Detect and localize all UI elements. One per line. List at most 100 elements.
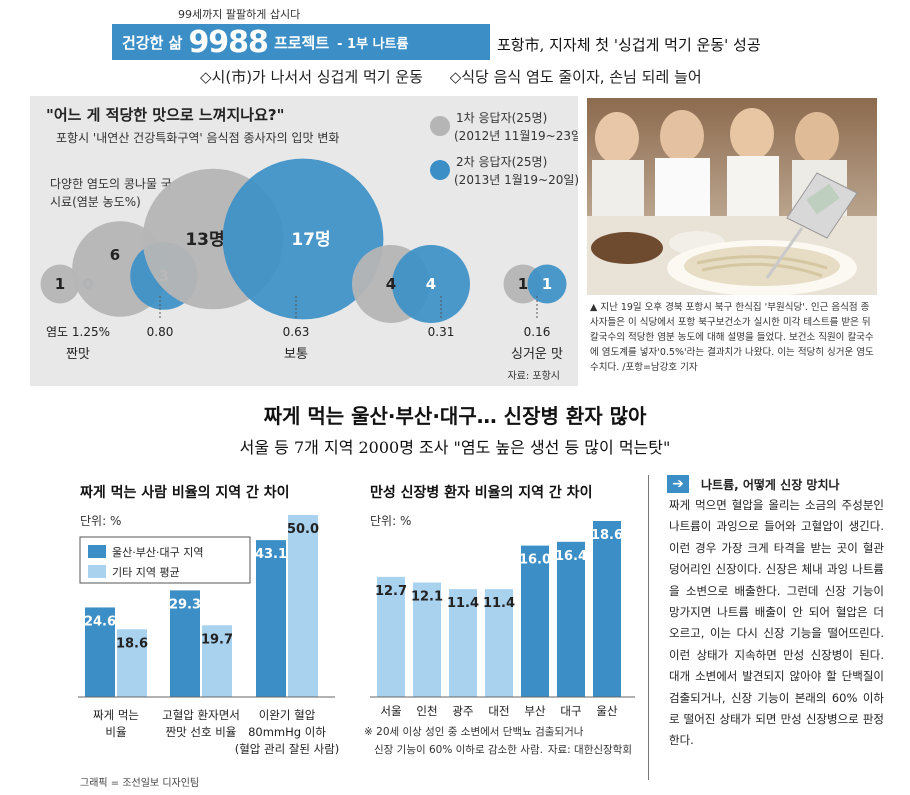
- bar2-value-4: 16.0: [519, 553, 551, 568]
- bar2-bar-6: [593, 521, 621, 697]
- graphic-credit: 그래픽 = 조선일보 디자인팀: [80, 778, 200, 789]
- bar1-title: 짜게 먹는 사람 비율의 지역 간 차이: [80, 484, 290, 501]
- subhead-1: ◇시(市)가 나서서 싱겁게 먹기 운동: [200, 68, 423, 86]
- header-slogan: 99세까지 팔팔하게 삽시다: [178, 8, 301, 21]
- bar2-bar-1: [413, 582, 441, 697]
- bubble-first-label-1: 6: [110, 246, 120, 264]
- bar2-unit: 단위: %: [370, 514, 411, 528]
- legend-swatch-2: [430, 160, 450, 180]
- series-banner: 건강한 삶 9988 프로젝트 - 1부 나트륨: [112, 24, 490, 60]
- section-subtitle: 서울 등 7개 지역 2000명 조사 "염도 높은 생선 등 많이 먹는탓": [239, 438, 671, 457]
- bar1-unit: 단위: %: [80, 514, 121, 528]
- bar1-value-0-1: 18.6: [116, 636, 148, 651]
- bar1-value-2-1: 50.0: [287, 522, 319, 537]
- bar1-category-1-0: 고혈압 환자면서: [162, 708, 240, 722]
- bar2-category-6: 울산: [596, 704, 618, 718]
- bar1-category-2-0: 이완기 혈압: [259, 708, 316, 722]
- bar1-legend-label-0: 울산·부산·대구 지역: [112, 546, 203, 559]
- bubble-second-4: [527, 264, 567, 304]
- bar1-value-1-1: 19.7: [201, 632, 233, 647]
- bar2-bar-5: [557, 541, 585, 697]
- bar1-legend-box: [79, 536, 251, 584]
- bar2-bar-0: [377, 576, 405, 697]
- bar1-legend-swatch-0: [88, 545, 106, 558]
- arrow-right-icon: ➔: [667, 475, 689, 493]
- article-subheads: ◇시(市)가 나서서 싱겁게 먹기 운동 ◇식당 음식 염도 줄이자, 손님 되…: [200, 66, 724, 87]
- legend-swatch-1: [430, 116, 450, 136]
- bubble-first-label-2: 13명: [185, 230, 224, 250]
- bubble-word-salty: 짠맛: [66, 347, 90, 362]
- bubble-chart-panel: "어느 게 적당한 맛으로 느껴지나요?" 포항시 '내연산 건강특화구역' 음식…: [30, 96, 587, 386]
- subhead-2: ◇식당 음식 염도 줄이자, 손님 되레 늘어: [449, 68, 702, 86]
- bubble-chart: "어느 게 적당한 맛으로 느껴지나요?" 포항시 '내연산 건강특화구역' 음식…: [40, 106, 587, 382]
- bar2-bar-3: [485, 589, 513, 697]
- bar2-value-3: 11.4: [483, 596, 515, 611]
- section-title: 짜게 먹는 울산·부산·대구… 신장병 환자 많아: [263, 404, 647, 428]
- bubble-first-label-4: 1: [518, 275, 528, 293]
- bar2-note-2: 신장 기능이 60% 이하로 감소한 사람.: [374, 743, 543, 756]
- bubble-chart-ylabel-2: 시료(염분 농도%): [50, 195, 141, 209]
- sidebar-body: 짜게 먹으면 혈압을 올리는 소금의 주성분인 나트륨이 과잉으로 들어와 고혈…: [669, 498, 884, 748]
- bar2-value-6: 18.6: [591, 528, 623, 543]
- bubble-second-label-2: 17명: [291, 230, 330, 250]
- legend-label-1: 1차 응답자(25명): [456, 111, 547, 125]
- bar1-category-0-0: 짜게 먹는: [93, 708, 139, 722]
- bar2-category-1: 인천: [416, 704, 437, 718]
- bar2-category-3: 대전: [488, 704, 509, 718]
- bar1-bar-0-0: [85, 607, 115, 697]
- bubble-first-label-3: 4: [386, 275, 396, 293]
- legend-period-2: (2013년 1월19~20일): [454, 173, 578, 187]
- bar1-category-1-1: 짠맛 선호 비율: [166, 725, 237, 739]
- bar2-note-1: ※ 20세 이상 성인 중 소변에서 단백뇨 검출되거나: [364, 726, 584, 738]
- bubble-second-label-3: 4: [426, 275, 436, 293]
- banner-suffix: 프로젝트: [273, 33, 330, 52]
- bubble-chart-title: "어느 게 적당한 맛으로 느껴지나요?": [46, 106, 284, 124]
- banner-prefix: 건강한 삶: [122, 33, 183, 52]
- bubble-word-normal: 보통: [284, 347, 308, 362]
- bubble-second-label-4: 1: [542, 275, 552, 293]
- restaurant-photo: [587, 98, 877, 295]
- bar2-title: 만성 신장병 환자 비율의 지역 간 차이: [370, 484, 592, 501]
- bar2-category-0: 서울: [380, 704, 401, 718]
- legend-period-1: (2012년 11월19~23일): [454, 129, 578, 143]
- bubble-second-2: [222, 158, 384, 320]
- bubble-source: 자료: 포항시: [507, 370, 560, 382]
- bar2-category-2: 광주: [452, 704, 473, 718]
- bubble-first-0: [40, 264, 80, 304]
- bar2-category-5: 대구: [560, 704, 581, 718]
- article-headline: 포항市, 지자체 첫 '싱겁게 먹기 운동' 성공: [497, 36, 761, 54]
- bubble-second-3: [392, 245, 470, 323]
- bubble-first-label-0: 1: [55, 275, 65, 293]
- legend-label-2: 2차 응답자(25명): [456, 155, 547, 169]
- sidebar-box: ➔ 나트륨, 어떻게 신장 망치나 짜게 먹으면 혈압을 올리는 소금의 주성분…: [648, 475, 884, 780]
- bar2-category-4: 부산: [524, 704, 546, 718]
- bar2-value-0: 12.7: [375, 584, 407, 599]
- bar1-category-2-1: 80mmHg 이하: [248, 725, 326, 739]
- bubble-chart-subtitle: 포항시 '내연산 건강특화구역' 음식점 종사자의 입맛 변화: [56, 131, 339, 145]
- banner-part: - 1부 나트륨: [337, 36, 409, 52]
- bar1-category-2-2: (혈압 관리 잘된 사람): [235, 742, 340, 756]
- bar1-bar-1-0: [170, 590, 200, 697]
- bubble-word-bland: 싱거운 맛: [511, 347, 563, 362]
- bubble-chart-ylabel-1: 다양한 염도의 콩나물 국: [50, 177, 172, 191]
- bar2-source: 자료: 대한신장학회: [548, 744, 632, 756]
- bubble-category-2: 0.63: [283, 325, 310, 339]
- sidebar-title: 나트륨, 어떻게 신장 망치나: [701, 477, 840, 492]
- bubble-category-3: 0.31: [428, 325, 455, 339]
- bar1-legend-label-1: 기타 지역 평균: [112, 566, 180, 579]
- bar2-value-1: 12.1: [411, 590, 443, 605]
- photo-caption: ▲ 지난 19일 오후 경북 포항시 북구 한식집 '부원식당'. 인근 음식점…: [590, 302, 874, 373]
- bar1-value-2-0: 43.1: [255, 547, 287, 562]
- bar1-category-0-1: 비율: [105, 725, 126, 739]
- bar1-value-1-0: 29.3: [169, 597, 201, 612]
- bar1-bar-2-0: [256, 540, 286, 697]
- bar2-bar-4: [521, 545, 549, 697]
- bar1-bar-1-1: [202, 625, 232, 697]
- bar1-bar-2-1: [288, 515, 318, 697]
- bar2-bar-2: [449, 589, 477, 697]
- banner-number: 9988: [188, 24, 268, 60]
- bubble-category-4: 0.16: [524, 325, 551, 339]
- bar1-value-0-0: 24.6: [84, 614, 116, 629]
